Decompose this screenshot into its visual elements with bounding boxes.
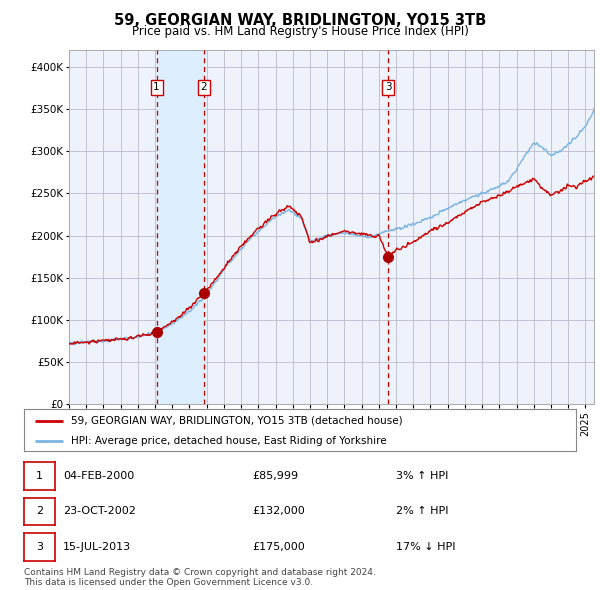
Text: 2: 2 [36, 506, 43, 516]
Text: 59, GEORGIAN WAY, BRIDLINGTON, YO15 3TB (detached house): 59, GEORGIAN WAY, BRIDLINGTON, YO15 3TB … [71, 416, 403, 426]
Text: 1: 1 [154, 83, 160, 92]
Text: 3% ↑ HPI: 3% ↑ HPI [396, 471, 448, 481]
Text: £132,000: £132,000 [252, 506, 305, 516]
Text: 04-FEB-2000: 04-FEB-2000 [63, 471, 134, 481]
Text: 15-JUL-2013: 15-JUL-2013 [63, 542, 131, 552]
Text: 1: 1 [36, 471, 43, 481]
Text: HPI: Average price, detached house, East Riding of Yorkshire: HPI: Average price, detached house, East… [71, 436, 386, 445]
Text: 23-OCT-2002: 23-OCT-2002 [63, 506, 136, 516]
Text: 2: 2 [200, 83, 207, 92]
Text: 3: 3 [36, 542, 43, 552]
Text: £175,000: £175,000 [252, 542, 305, 552]
Text: 2% ↑ HPI: 2% ↑ HPI [396, 506, 449, 516]
Text: Price paid vs. HM Land Registry's House Price Index (HPI): Price paid vs. HM Land Registry's House … [131, 25, 469, 38]
Text: 59, GEORGIAN WAY, BRIDLINGTON, YO15 3TB: 59, GEORGIAN WAY, BRIDLINGTON, YO15 3TB [114, 13, 486, 28]
Text: 3: 3 [385, 83, 391, 92]
Bar [157, 50, 203, 404]
Text: £85,999: £85,999 [252, 471, 298, 481]
Text: Contains HM Land Registry data © Crown copyright and database right 2024.
This d: Contains HM Land Registry data © Crown c… [24, 568, 376, 587]
Text: 17% ↓ HPI: 17% ↓ HPI [396, 542, 455, 552]
